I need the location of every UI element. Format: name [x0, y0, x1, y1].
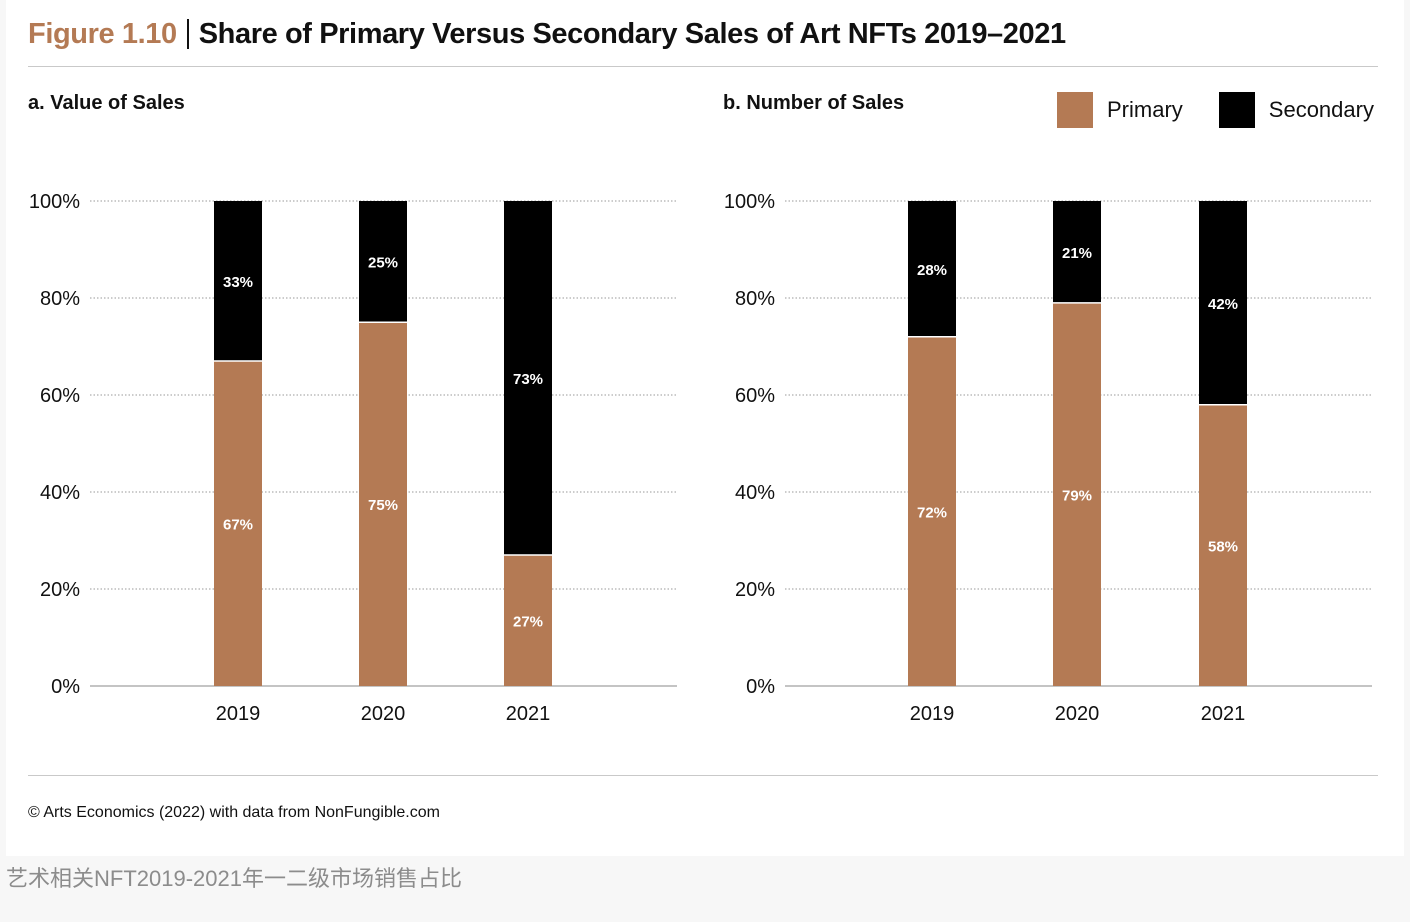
panel-b-title: b. Number of Sales — [723, 92, 905, 114]
data-label-secondary-2019: 33% — [223, 274, 253, 291]
data-label-primary-2020: 75% — [368, 497, 398, 514]
bar-segment-secondary-2019 — [908, 201, 956, 337]
title-divider — [28, 66, 1378, 67]
image-caption: 艺术相关NFT2019-2021年一二级市场销售占比 — [6, 866, 462, 891]
legend-swatch-primary — [1057, 92, 1093, 128]
legend-swatch-secondary — [1218, 92, 1255, 128]
bar-segment-primary-2021 — [1199, 404, 1247, 686]
figure-card: Figure 1.10 Share of Primary Versus Seco… — [6, 0, 1404, 856]
x-category-label: 2020 — [1055, 703, 1100, 725]
y-tick-label: 80% — [735, 288, 775, 310]
bar-segment-primary-2019 — [908, 336, 956, 686]
chart-number-of-sales: 0% 20% 40% 60% 80% 100% 72% 28% 2019 79% 21% 2020 58… — [724, 191, 1372, 725]
y-tick-label: 60% — [735, 385, 775, 407]
y-tick-label: 0% — [746, 676, 775, 698]
y-tick-label: 20% — [40, 579, 80, 601]
data-label-primary-2019: 72% — [917, 504, 947, 521]
source-note: © Arts Economics (2022) with data from N… — [28, 804, 440, 821]
y-tick-label: 60% — [40, 385, 80, 407]
data-label-primary-2021: 58% — [1208, 538, 1238, 555]
figure-title-row: Figure 1.10 Share of Primary Versus Seco… — [28, 14, 1066, 54]
x-category-label: 2020 — [361, 703, 406, 725]
x-category-label: 2019 — [216, 703, 261, 725]
bar-segment-primary-2021 — [504, 555, 552, 686]
x-category-label: 2021 — [506, 703, 551, 725]
bar-segment-primary-2020 — [359, 322, 407, 686]
data-label-secondary-2020: 25% — [368, 255, 398, 272]
data-label-secondary-2021: 73% — [513, 371, 543, 388]
figure-title: Share of Primary Versus Secondary Sales … — [198, 17, 1066, 50]
data-label-primary-2020: 79% — [1062, 487, 1092, 504]
data-label-secondary-2021: 42% — [1208, 296, 1238, 313]
y-tick-label: 80% — [40, 288, 80, 310]
footer-divider — [28, 775, 1378, 776]
data-label-primary-2019: 67% — [223, 517, 253, 534]
bar-segment-secondary-2019 — [214, 201, 262, 362]
title-separator — [186, 19, 189, 49]
legend-label-secondary: Secondary — [1268, 97, 1374, 122]
panel-a-title: a. Value of Sales — [28, 92, 185, 114]
y-tick-label: 100% — [724, 191, 775, 213]
figure-number: Figure 1.10 — [28, 17, 177, 50]
legend-label-primary: Primary — [1107, 97, 1183, 122]
y-tick-label: 40% — [735, 482, 775, 504]
y-tick-label: 0% — [51, 676, 80, 698]
bar-segment-secondary-2020 — [359, 201, 407, 323]
bar-segment-primary-2019 — [214, 361, 262, 686]
data-label-primary-2021: 27% — [513, 614, 543, 631]
bar-segment-secondary-2021 — [504, 201, 552, 556]
x-category-label: 2019 — [910, 703, 955, 725]
bar-segment-primary-2020 — [1053, 302, 1101, 686]
y-tick-label: 100% — [29, 191, 80, 213]
data-label-secondary-2020: 21% — [1062, 245, 1092, 262]
chart-value-of-sales: 0% 20% 40% 60% 80% 100% 67% 33% 2019 75% 25% 2020 27… — [29, 191, 677, 725]
bar-segment-secondary-2021 — [1199, 201, 1247, 405]
y-tick-label: 40% — [40, 482, 80, 504]
data-label-secondary-2019: 28% — [917, 262, 947, 279]
legend: Primary Secondary — [1057, 92, 1374, 128]
y-tick-label: 20% — [735, 579, 775, 601]
x-category-label: 2021 — [1201, 703, 1246, 725]
bar-segment-secondary-2020 — [1053, 201, 1101, 303]
